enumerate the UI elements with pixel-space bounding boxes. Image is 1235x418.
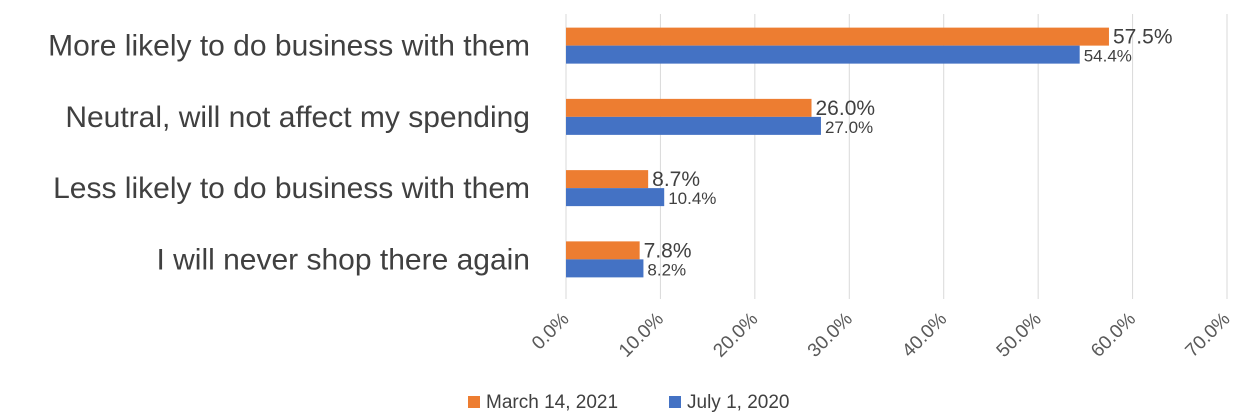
data-label: 8.2% (647, 260, 686, 279)
tick-label: 20.0% (709, 309, 762, 362)
data-label: 7.8% (644, 239, 692, 262)
legend-entry: July 1, 2020 (687, 392, 789, 413)
category-labels: More likely to do business with them Neut… (48, 30, 530, 277)
data-label: 8.7% (652, 168, 700, 191)
bar-march-2021 (566, 241, 640, 260)
legend-swatch (468, 396, 480, 408)
legend-swatch (669, 396, 681, 408)
bars (566, 27, 1109, 278)
category-label: Neutral, will not affect my spending (65, 101, 530, 134)
category-label: I will never shop there again (156, 243, 530, 276)
tick-label: 10.0% (615, 309, 668, 362)
data-label: 10.4% (668, 189, 716, 208)
bar-july-2020 (566, 45, 1080, 64)
data-label: 26.0% (816, 97, 876, 120)
bar-july-2020 (566, 259, 644, 278)
tick-label: 0.0% (528, 309, 574, 355)
category-label: Less likely to do business with them (53, 172, 530, 205)
tick-label: 70.0% (1182, 309, 1235, 362)
data-label: 54.4% (1084, 47, 1132, 66)
data-labels: 57.5%54.4% 26.0%27.0% 8.7%10.4% 7.8%8.2% (644, 26, 1173, 280)
tick-label: 40.0% (898, 309, 951, 362)
x-axis-tick-labels: 0.0% 10.0% 20.0% 30.0% 40.0% 50.0% 60.0% 70.0% (528, 309, 1235, 362)
bar-march-2021 (566, 98, 812, 117)
legend: March 14, 2021 July 1, 2020 (468, 392, 789, 413)
data-label: 57.5% (1113, 26, 1173, 49)
bar-july-2020 (566, 116, 821, 135)
tick-label: 50.0% (993, 309, 1046, 362)
bar-july-2020 (566, 188, 665, 207)
legend-entry: March 14, 2021 (486, 392, 618, 413)
tick-label: 30.0% (804, 309, 857, 362)
data-label: 27.0% (825, 118, 873, 137)
bar-march-2021 (566, 170, 649, 189)
tick-label: 60.0% (1087, 309, 1140, 362)
bar-march-2021 (566, 27, 1109, 46)
category-label: More likely to do business with them (48, 30, 530, 63)
